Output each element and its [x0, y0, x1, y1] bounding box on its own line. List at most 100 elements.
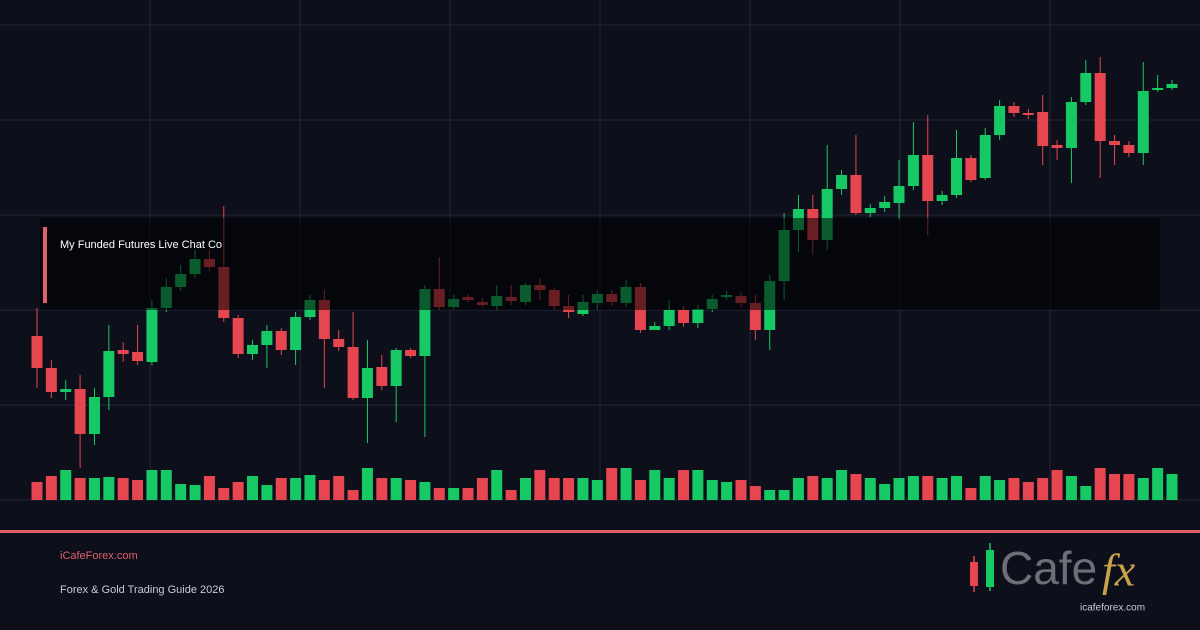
volume-bar	[965, 488, 977, 500]
volume-bar	[462, 488, 474, 500]
volume-bar	[74, 478, 86, 500]
footer-subtitle: Forex & Gold Trading Guide 2026	[60, 584, 224, 596]
overlay-box	[40, 218, 1160, 310]
volume-bar	[649, 470, 661, 500]
logo: Cafe fx icafeforex.com	[970, 542, 1145, 614]
volume-bar	[519, 478, 531, 500]
volume-bar	[850, 474, 862, 500]
volume-bar	[706, 480, 718, 500]
volume-bar	[1065, 476, 1077, 500]
candle-body	[247, 345, 259, 354]
volume-bar	[879, 484, 891, 500]
volume-bar	[203, 476, 215, 500]
candle-body	[232, 318, 244, 354]
candle-body	[290, 317, 302, 350]
candle-body	[663, 310, 675, 326]
volume-bar	[1037, 478, 1049, 500]
candle-body	[132, 352, 144, 361]
candle-body	[318, 300, 330, 339]
volume-bar	[907, 476, 919, 500]
volume-bar	[390, 478, 402, 500]
overlay: My Funded Futures Live Chat Co	[40, 218, 1160, 310]
candle-body	[117, 350, 129, 354]
divider	[0, 530, 1200, 533]
volume-bar	[749, 486, 761, 500]
candle-body	[821, 189, 833, 240]
volume-bar	[577, 478, 589, 500]
logo-text: Cafe	[1000, 542, 1097, 594]
candle-body	[60, 389, 72, 392]
candle-body	[405, 350, 417, 356]
volume-bar	[678, 470, 690, 500]
candle-body	[74, 389, 86, 434]
volume-bar	[563, 478, 575, 500]
candle-body	[893, 186, 905, 203]
volume-bar	[103, 477, 115, 500]
volume-bar	[821, 478, 833, 500]
volume-bar	[1080, 486, 1092, 500]
volume-bar	[347, 490, 359, 500]
candle-body	[45, 368, 57, 392]
volume-bar	[304, 475, 316, 500]
candle-body	[347, 347, 359, 398]
volume-bar	[1123, 474, 1135, 500]
volume-bar	[419, 482, 431, 500]
candle-body	[1166, 84, 1178, 88]
volume-bar	[1109, 474, 1121, 500]
candle-body	[1037, 112, 1049, 146]
candle-body	[1065, 102, 1077, 148]
candle-body	[1123, 145, 1135, 153]
volume-bar	[476, 478, 488, 500]
volume-bar	[1094, 468, 1106, 500]
logo-accent: fx	[1102, 545, 1136, 596]
candle-body	[390, 350, 402, 386]
volume-bar	[218, 488, 230, 500]
volume-bar	[548, 478, 560, 500]
candle-body	[936, 195, 948, 201]
candle-body	[376, 367, 388, 386]
candle-body	[1080, 73, 1092, 102]
candle-body	[275, 331, 287, 350]
candle-body	[907, 155, 919, 186]
volume-bar	[290, 478, 302, 500]
candle-body	[692, 309, 704, 323]
candle-body	[1051, 145, 1063, 148]
candle-body	[836, 175, 848, 189]
volume-bar	[247, 476, 259, 500]
volume-bar	[1137, 478, 1149, 500]
volume-bar	[361, 468, 373, 500]
volume-bar	[893, 478, 905, 500]
volume-bar	[836, 470, 848, 500]
volume-bar	[692, 470, 704, 500]
volume-bar	[1008, 478, 1020, 500]
candle-body	[1152, 88, 1164, 90]
volume-bar	[1022, 482, 1034, 500]
logo-icon	[986, 550, 994, 587]
volume-bar	[333, 476, 345, 500]
volume-bar	[117, 478, 129, 500]
volume-bar	[534, 470, 546, 500]
volume-bar	[275, 478, 287, 500]
candle-body	[31, 336, 43, 368]
candle-body	[1109, 141, 1121, 145]
volume-bar	[491, 470, 503, 500]
volume-bar	[146, 470, 158, 500]
candle-body	[1022, 113, 1034, 115]
volume-bar	[792, 478, 804, 500]
volume-bar	[735, 480, 747, 500]
volume-bar	[60, 470, 72, 500]
candle-body	[649, 326, 661, 330]
volume-bar	[160, 470, 172, 500]
candle-body	[1094, 73, 1106, 141]
volume-bar	[634, 480, 646, 500]
volume-bar	[1166, 474, 1178, 500]
overlay-accent	[43, 227, 47, 303]
volume-bar	[994, 480, 1006, 500]
volume-bar	[505, 490, 517, 500]
volume-bar	[88, 478, 100, 500]
volume-bar	[318, 480, 330, 500]
candle-body	[261, 331, 273, 345]
candle-body	[1137, 91, 1149, 153]
